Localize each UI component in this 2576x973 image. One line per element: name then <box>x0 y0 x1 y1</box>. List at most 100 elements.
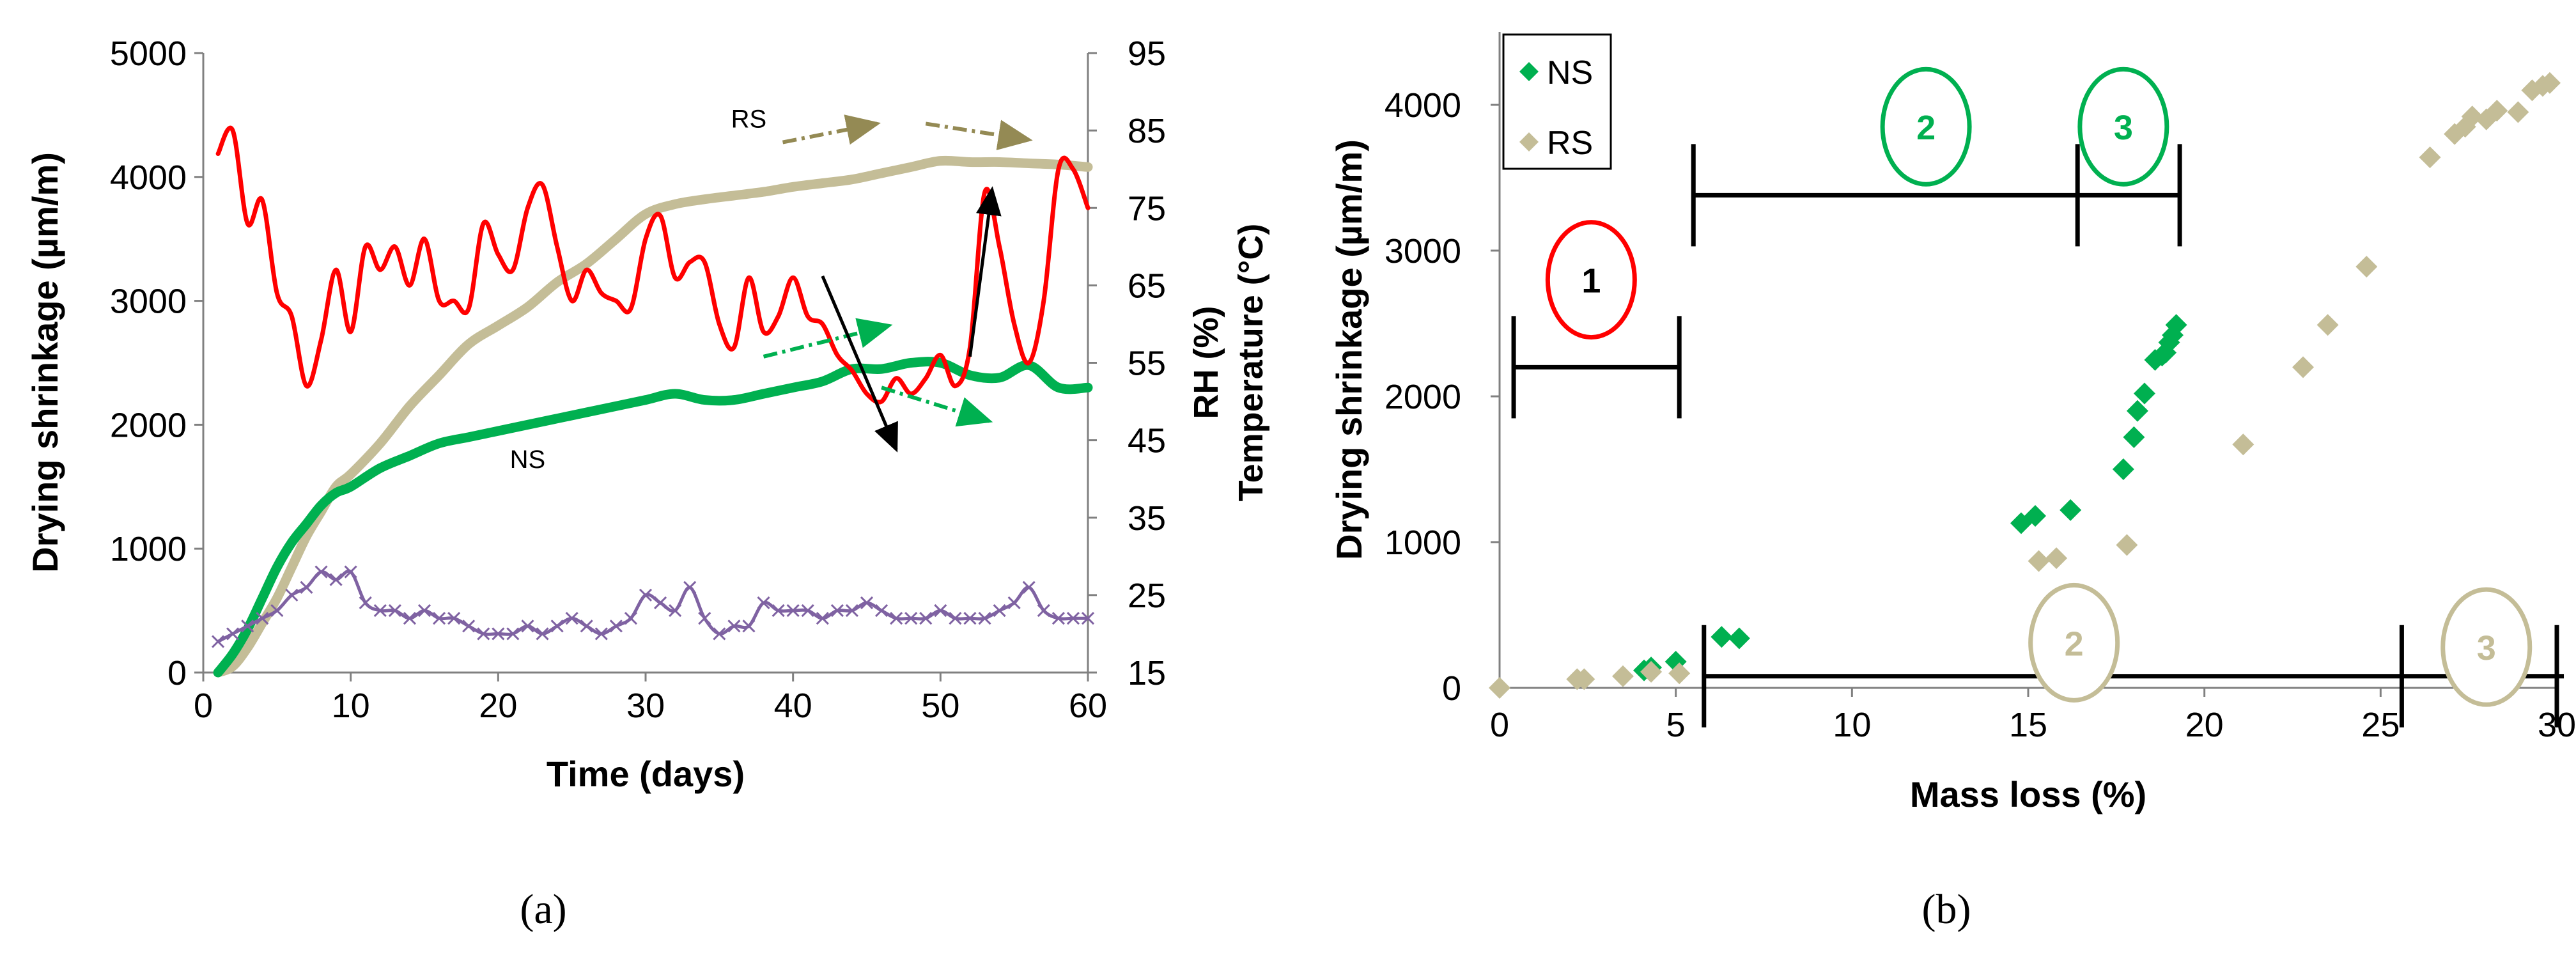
b-ytick-label: 3000 <box>1385 232 1461 270</box>
a-temperature-marker <box>1022 580 1036 594</box>
a-temperature-marker <box>919 612 933 625</box>
caption-a: (a) <box>520 886 567 933</box>
b-xtick-label: 20 <box>2185 706 2224 744</box>
a-temperature-marker <box>226 627 240 641</box>
b-ytick-label: 0 <box>1442 669 1461 708</box>
a-ytick-label: 3000 <box>110 283 187 321</box>
b-rs-point <box>2232 433 2254 456</box>
a-temperature-marker <box>816 612 829 625</box>
a-temperature-marker <box>963 612 977 625</box>
b-phase-ns-2-label: 2 <box>1916 109 1936 147</box>
b-ytick-label: 1000 <box>1385 524 1461 562</box>
a-temperature-marker <box>683 580 697 594</box>
b-rs-point <box>1573 668 1595 690</box>
b-phase-ns-1-label: 1 <box>1581 262 1601 300</box>
b-rs-point <box>1640 660 1663 683</box>
a-series-rh-line <box>215 125 1090 405</box>
b-ns-point <box>2060 499 2082 521</box>
b-ytick-label: 4000 <box>1385 86 1461 125</box>
a-xtick-label: 10 <box>332 687 370 725</box>
a-temperature-marker <box>1081 612 1095 625</box>
a-temperature-marker <box>875 604 888 618</box>
a-y2tick-label: 95 <box>1128 35 1166 73</box>
b-xtick-label: 0 <box>1490 706 1509 744</box>
a-temperature-marker <box>609 619 623 633</box>
b-rs-point <box>2116 534 2138 556</box>
b-ns-point <box>2024 504 2047 527</box>
a-temperature-marker <box>433 612 446 625</box>
b-ns-point <box>2165 314 2187 336</box>
b-legend-rs-marker <box>1519 132 1539 152</box>
b-rs-point <box>2355 256 2378 278</box>
a-temperature-marker <box>594 627 608 641</box>
a-ytick-label: 0 <box>167 654 187 692</box>
b-rs-point <box>2486 100 2508 122</box>
a-temperature-marker <box>1007 596 1021 610</box>
a-y2tick-label: 45 <box>1128 422 1166 460</box>
a-annotation-rs: RS <box>731 105 767 133</box>
a-rh-rise-arrow <box>968 186 1002 357</box>
b-rs-point <box>2507 101 2529 123</box>
a-temperature-marker <box>624 612 637 625</box>
b-rs-point <box>2461 105 2483 128</box>
a-temperature-marker <box>772 604 785 618</box>
b-rs-point <box>2538 72 2561 94</box>
a-xtick-label: 60 <box>1069 687 1107 725</box>
a-temperature-marker <box>388 604 401 618</box>
b-y-axis-title: Drying shrinkage (µm/m) <box>1329 139 1369 560</box>
b-phase-rs-3-ring <box>2440 587 2533 707</box>
a-y2tick-label: 75 <box>1128 189 1166 228</box>
a-rs-plateau-arrow <box>925 120 1033 150</box>
b-ns-point <box>1728 627 1750 650</box>
a-temperature-marker <box>727 619 741 633</box>
b-xtick-label: 10 <box>1833 706 1871 744</box>
a-xtick-label: 20 <box>479 687 517 725</box>
a-temperature-marker <box>462 619 476 633</box>
a-temperature-marker <box>1051 612 1065 625</box>
b-phase-rs-2-label: 2 <box>2065 625 2084 663</box>
b-phase-ns-3-ring <box>2077 66 2169 187</box>
a-temperature-marker <box>993 604 1006 618</box>
a-temperature-marker <box>300 580 313 594</box>
a-y2tick-label: 55 <box>1128 345 1166 383</box>
a-temperature-marker <box>314 565 328 579</box>
a-temperature-marker <box>536 627 549 641</box>
b-ns-point <box>2133 382 2155 405</box>
a-temperature-marker <box>212 635 225 648</box>
a-temperature-marker <box>256 612 269 625</box>
b-legend-box <box>1502 33 1612 170</box>
a-temperature-marker <box>860 596 874 610</box>
b-phase-rs-2-ring <box>2028 582 2120 703</box>
a-temp-axis-title: Temperature (°C) <box>1232 224 1270 502</box>
b-xtick-label: 15 <box>2009 706 2047 744</box>
b-phase-rs-3-label: 3 <box>2477 629 2496 667</box>
a-x-axis-title: Time (days) <box>547 754 745 794</box>
a-temperature-marker <box>698 612 711 625</box>
b-xtick-label: 25 <box>2361 706 2400 744</box>
a-y2tick-label: 35 <box>1128 499 1166 538</box>
a-temperature-marker <box>403 612 416 625</box>
a-temperature-marker <box>565 612 578 625</box>
b-phase-ns-2-ring <box>1880 66 1972 187</box>
a-y2tick-label: 85 <box>1128 112 1166 150</box>
a-xtick-label: 30 <box>626 687 665 725</box>
a-ytick-label: 4000 <box>110 159 187 197</box>
a-xtick-label: 50 <box>921 687 959 725</box>
a-rh-drop-arrow <box>821 275 898 453</box>
b-rs-point <box>1668 662 1691 685</box>
b-phase-ns-3-label: 3 <box>2114 109 2133 147</box>
a-temperature-marker <box>757 596 770 610</box>
b-rs-point <box>2419 146 2441 169</box>
a-temperature-marker <box>506 627 520 641</box>
a-temperature-marker <box>492 627 505 641</box>
a-ytick-label: 5000 <box>110 35 187 73</box>
a-temperature-marker <box>978 612 991 625</box>
a-series-rs-line <box>213 155 1093 678</box>
b-legend-ns-label: NS <box>1547 54 1593 91</box>
b-x-axis-title: Mass loss (%) <box>1910 774 2146 814</box>
a-y2tick-label: 15 <box>1128 654 1166 692</box>
a-temperature-marker <box>417 604 431 618</box>
a-temperature-marker <box>447 612 461 625</box>
a-xtick-label: 0 <box>194 687 213 725</box>
